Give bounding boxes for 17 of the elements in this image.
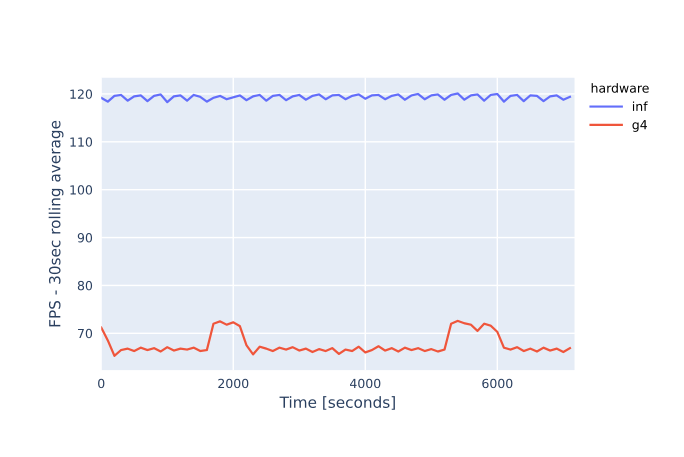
y-tick-label: 90 bbox=[78, 233, 92, 242]
x-tick-label: 4000 bbox=[350, 378, 380, 388]
legend-label: g4 bbox=[632, 120, 647, 132]
y-tick-label: 80 bbox=[78, 280, 92, 290]
legend-label: inf bbox=[632, 101, 648, 111]
x-axis-title: Time [seconds] bbox=[280, 396, 395, 410]
x-tick-label: 0 bbox=[98, 378, 104, 388]
y-tick-label: 70 bbox=[78, 328, 92, 338]
y-tick-label: 100 bbox=[70, 185, 92, 195]
line-series bbox=[101, 320, 572, 357]
y-tick-label: 110 bbox=[70, 137, 92, 147]
y-tick-label: 120 bbox=[70, 89, 92, 99]
x-tick-label: 2000 bbox=[218, 378, 248, 388]
line-series bbox=[101, 92, 572, 104]
legend-title: hardware bbox=[592, 83, 649, 93]
x-tick-label: 6000 bbox=[482, 378, 512, 388]
y-axis-title: FPS - 30sec rolling average bbox=[48, 120, 64, 326]
